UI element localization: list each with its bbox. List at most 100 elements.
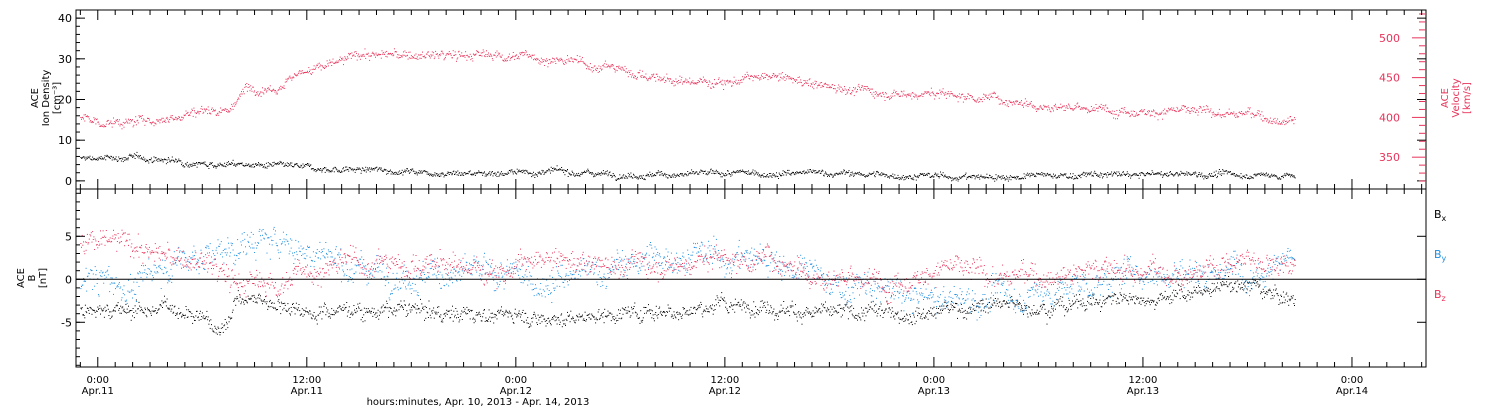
data-point xyxy=(1187,172,1189,174)
data-point xyxy=(621,177,623,179)
data-point xyxy=(182,315,184,316)
data-point xyxy=(1153,110,1155,112)
data-point xyxy=(117,121,119,123)
data-point xyxy=(599,71,600,73)
data-point xyxy=(1153,173,1155,175)
data-point xyxy=(847,89,849,90)
data-point xyxy=(495,174,497,176)
data-point xyxy=(689,172,691,174)
data-point xyxy=(139,305,141,307)
data-point xyxy=(584,171,586,173)
data-point xyxy=(1142,110,1144,112)
data-point xyxy=(1170,173,1172,175)
data-point xyxy=(297,309,299,311)
data-point xyxy=(1237,175,1239,177)
data-point xyxy=(565,324,566,326)
data-point xyxy=(1155,113,1157,115)
data-point xyxy=(369,310,371,312)
data-point xyxy=(816,87,818,89)
data-point xyxy=(789,78,791,80)
data-point xyxy=(107,305,109,307)
data-point xyxy=(754,316,756,318)
data-point xyxy=(1029,176,1031,178)
data-point xyxy=(876,171,877,173)
data-point xyxy=(1229,114,1231,115)
data-point xyxy=(1104,109,1105,111)
data-point xyxy=(401,169,403,171)
data-point xyxy=(384,169,386,171)
data-point xyxy=(1171,173,1173,175)
data-point xyxy=(451,57,453,59)
data-point xyxy=(1237,116,1239,118)
data-point xyxy=(224,162,226,164)
data-point xyxy=(781,173,783,175)
data-point xyxy=(704,78,706,80)
data-point xyxy=(610,320,612,322)
data-point xyxy=(928,94,930,96)
data-point xyxy=(92,156,94,158)
data-point xyxy=(163,120,165,122)
data-point xyxy=(612,318,614,320)
data-point xyxy=(627,177,629,179)
data-point xyxy=(524,313,526,314)
data-point xyxy=(526,322,528,324)
data-point xyxy=(550,62,551,64)
data-point xyxy=(1125,113,1127,114)
data-point xyxy=(1184,174,1186,176)
data-point xyxy=(192,115,194,117)
data-point xyxy=(273,89,275,91)
data-point xyxy=(926,91,928,93)
data-point xyxy=(1021,177,1023,179)
data-point xyxy=(674,174,676,176)
data-point xyxy=(163,301,165,303)
data-point xyxy=(152,162,154,164)
data-point xyxy=(430,317,432,319)
data-point xyxy=(321,171,323,173)
data-point xyxy=(446,174,448,176)
data-point xyxy=(825,171,826,173)
data-point xyxy=(790,174,792,176)
data-point xyxy=(616,178,618,180)
data-point xyxy=(392,173,394,175)
data-point xyxy=(515,313,517,315)
data-point xyxy=(502,173,504,174)
data-point xyxy=(453,170,455,172)
data-point xyxy=(532,175,534,177)
data-point xyxy=(203,111,205,113)
data-point xyxy=(278,302,280,304)
data-point xyxy=(248,298,250,300)
data-point xyxy=(254,301,256,303)
data-point xyxy=(601,313,603,314)
data-point xyxy=(395,171,397,173)
data-point xyxy=(211,162,212,164)
data-point xyxy=(783,174,785,176)
data-point xyxy=(273,88,275,90)
data-point xyxy=(265,162,267,164)
data-point xyxy=(710,87,712,89)
data-point xyxy=(452,305,453,307)
data-point xyxy=(458,50,460,52)
data-point xyxy=(1130,177,1132,179)
data-point xyxy=(718,299,720,301)
data-point xyxy=(102,310,104,312)
data-point xyxy=(1074,175,1076,177)
data-point xyxy=(609,312,611,314)
data-point xyxy=(503,312,505,314)
data-point xyxy=(444,175,446,177)
data-point xyxy=(328,62,330,64)
data-point xyxy=(347,311,349,313)
data-point xyxy=(535,59,537,61)
data-point xyxy=(574,321,576,323)
data-point xyxy=(304,72,306,74)
data-point xyxy=(823,303,825,305)
data-point xyxy=(524,172,526,174)
data-point xyxy=(502,59,504,61)
data-point xyxy=(1102,177,1103,179)
data-point xyxy=(1136,114,1138,116)
data-point xyxy=(963,175,965,177)
data-point xyxy=(469,170,471,172)
data-point xyxy=(440,172,442,174)
data-point xyxy=(139,116,141,118)
data-point xyxy=(316,169,318,171)
data-point xyxy=(280,88,282,90)
